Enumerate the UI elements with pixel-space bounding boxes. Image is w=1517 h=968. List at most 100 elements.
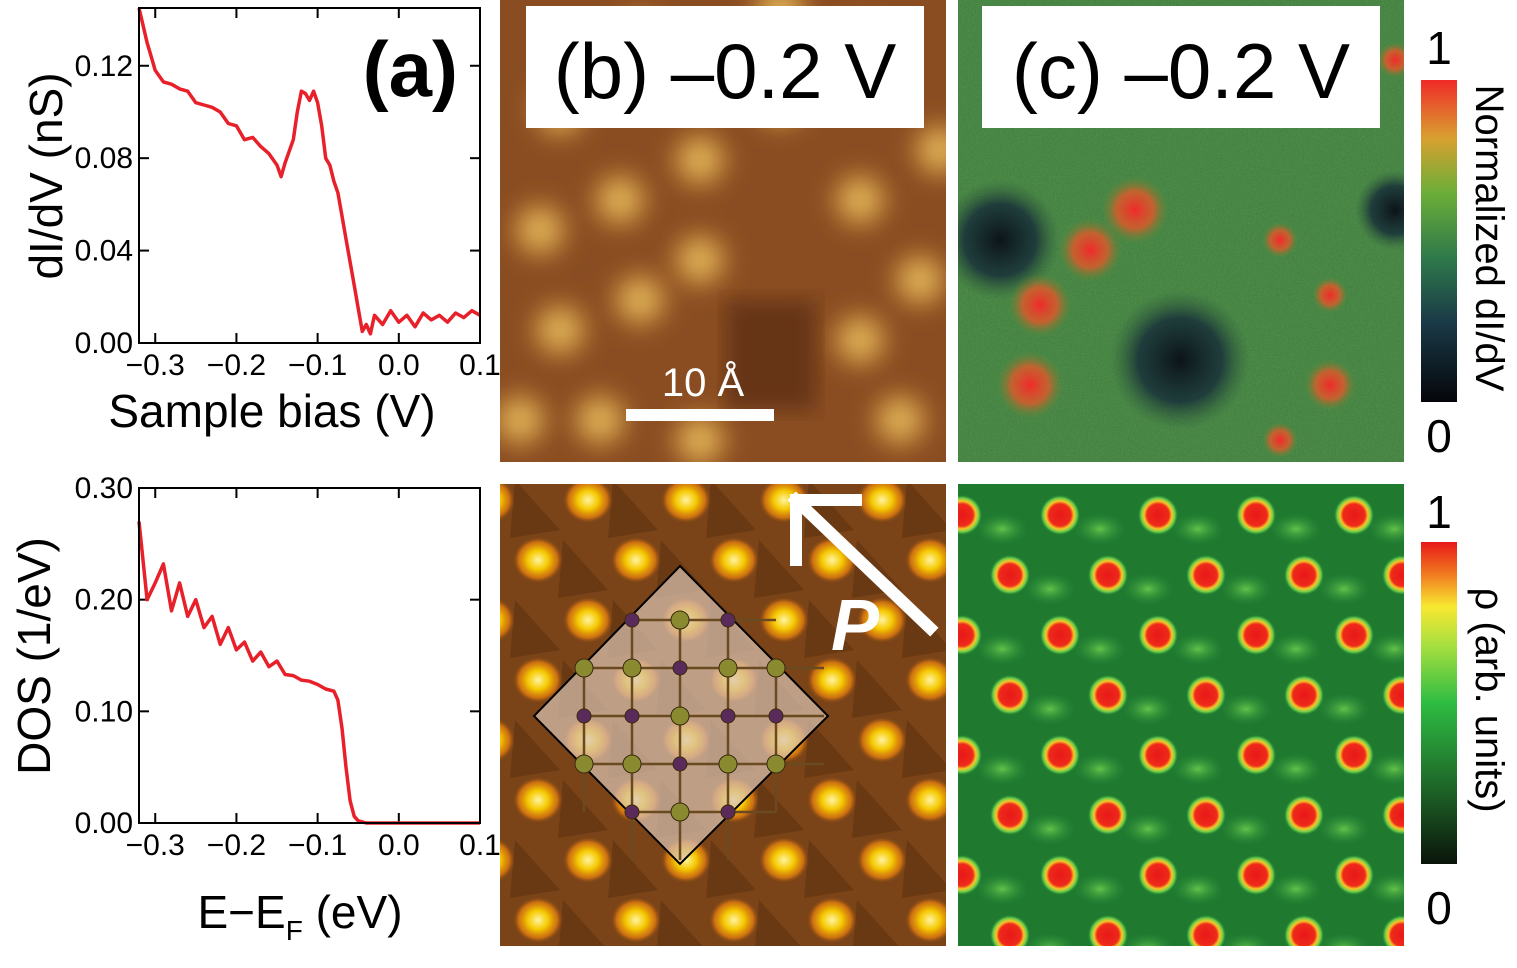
- density-peak: [1138, 855, 1178, 895]
- scale-bar: [626, 409, 774, 421]
- simulated-bright-spot: [562, 596, 614, 644]
- map-hot-spot: [996, 351, 1064, 419]
- lattice-atom: [624, 708, 640, 724]
- simulated-bright-spot: [512, 896, 564, 944]
- simulated-bright-spot: [500, 597, 516, 643]
- lattice-shadow: [902, 484, 946, 538]
- density-halo: [1172, 753, 1224, 785]
- topograph-bright-spot: [660, 120, 740, 200]
- density-peak: [958, 615, 982, 655]
- simulated-bright-spot: [562, 484, 614, 524]
- density-peak: [1236, 495, 1276, 535]
- lattice-shadow: [510, 840, 560, 898]
- density-halo: [1122, 573, 1174, 605]
- x-tick-label: −0.1: [288, 349, 347, 382]
- density-halo: [1368, 753, 1404, 785]
- simulated-bright-spot: [562, 836, 614, 884]
- polarization-arrow: [787, 491, 939, 637]
- density-peak: [1284, 795, 1324, 835]
- density-halo: [1024, 933, 1076, 946]
- y-tick-label: 0.04: [75, 235, 133, 268]
- dos-axes-frame: [138, 487, 481, 824]
- simulated-bright-spot: [856, 596, 908, 644]
- density-peak: [1236, 615, 1276, 655]
- x-tick-label: 0.1: [459, 829, 501, 862]
- density-peak: [1382, 675, 1404, 715]
- density-peak: [990, 795, 1030, 835]
- density-peak: [1040, 735, 1080, 775]
- lattice-shadow: [804, 600, 854, 658]
- density-halo: [1074, 633, 1126, 665]
- lattice-shadow: [558, 540, 608, 598]
- lattice-shadow: [804, 840, 854, 898]
- simulated-bright-spot: [904, 776, 946, 824]
- density-halo: [1368, 633, 1404, 665]
- map-hot-spot: [1101, 176, 1169, 244]
- topograph-bright-spot: [660, 220, 740, 300]
- density-peak: [990, 915, 1030, 946]
- density-halo: [1368, 873, 1404, 905]
- topograph-bright-spot: [560, 380, 640, 460]
- colorbar-top-max: 1: [1426, 22, 1452, 74]
- density-halo: [1270, 873, 1322, 905]
- map-hot-spot: [1304, 359, 1356, 411]
- lattice-shadow: [608, 484, 658, 538]
- charge-density-image: [958, 484, 1404, 946]
- density-halo: [1024, 693, 1076, 725]
- simulated-bright-spot: [512, 536, 564, 584]
- y-tick-label: 0.12: [75, 50, 133, 83]
- simulated-bright-spot: [660, 484, 712, 524]
- density-halo: [1220, 573, 1272, 605]
- lattice-atom: [768, 708, 784, 724]
- lattice-shadow: [657, 900, 703, 946]
- y-tick-label: 0.00: [75, 807, 133, 840]
- density-peak: [1186, 675, 1226, 715]
- topograph-bright-spot: [500, 190, 580, 270]
- lattice-atom: [672, 660, 688, 676]
- map-dark-region: [1110, 290, 1250, 430]
- density-peak: [1284, 675, 1324, 715]
- density-peak: [990, 555, 1030, 595]
- density-peak: [1382, 555, 1404, 595]
- density-peak: [1088, 795, 1128, 835]
- dos-series-line: [137, 521, 480, 825]
- simulated-bright-spot: [856, 484, 908, 524]
- density-halo: [1074, 753, 1126, 785]
- lattice-atom: [766, 658, 786, 678]
- density-peak: [1284, 555, 1324, 595]
- density-halo: [1122, 813, 1174, 845]
- density-peak: [1088, 555, 1128, 595]
- density-halo: [976, 753, 1028, 785]
- lattice-shadow: [510, 720, 560, 778]
- map-hot-spot: [1312, 277, 1348, 313]
- lattice-shadow: [706, 484, 756, 538]
- simulated-bright-spot: [500, 717, 516, 763]
- lattice-shadow: [853, 900, 899, 946]
- lattice-atom: [622, 658, 642, 678]
- density-peak: [1334, 735, 1374, 775]
- map-dark-region: [1355, 170, 1404, 250]
- didv-series-line: [137, 7, 481, 336]
- simulated-bright-spot: [806, 776, 858, 824]
- density-halo: [976, 873, 1028, 905]
- density-halo: [1368, 513, 1404, 545]
- x-tick-label: 0.1: [459, 349, 501, 382]
- colorbar-bottom-min: 0: [1426, 882, 1452, 934]
- density-halo: [976, 633, 1028, 665]
- simulated-bright-spot: [806, 896, 858, 944]
- simulated-stm-image: [500, 484, 946, 946]
- map-dark-region: [958, 180, 1060, 300]
- lattice-atom: [672, 756, 688, 772]
- topograph-bright-spot: [820, 160, 900, 240]
- dos-y-axis-label: DOS (1/eV): [8, 537, 60, 775]
- density-peak: [958, 495, 982, 535]
- lattice-atom: [622, 754, 642, 774]
- simulated-bright-spot: [500, 484, 516, 523]
- lattice-atom: [718, 658, 738, 678]
- unit-cell-overlay: [532, 564, 830, 866]
- density-halo: [1074, 873, 1126, 905]
- simulated-bright-spot: [708, 536, 760, 584]
- density-peak: [1382, 795, 1404, 835]
- density-peak: [1334, 615, 1374, 655]
